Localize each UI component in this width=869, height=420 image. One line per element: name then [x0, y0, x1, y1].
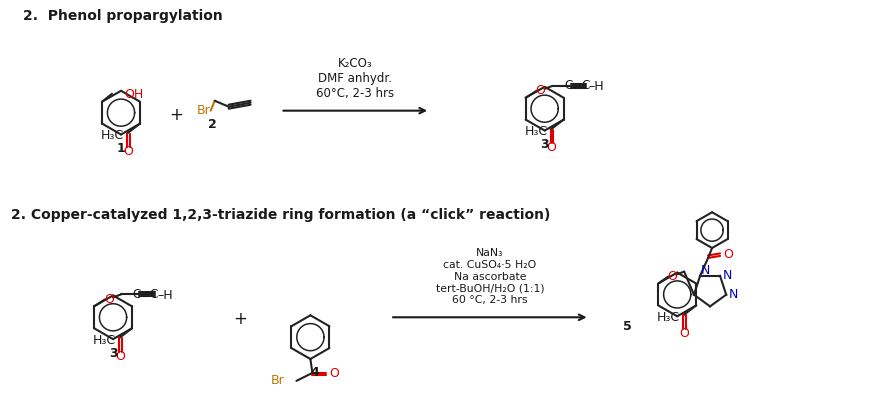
- Text: +: +: [169, 106, 182, 123]
- Text: 1: 1: [116, 142, 125, 155]
- Text: N: N: [727, 288, 737, 301]
- Text: K₂CO₃
DMF anhydr.
60°C, 2-3 hrs: K₂CO₃ DMF anhydr. 60°C, 2-3 hrs: [315, 58, 394, 100]
- Text: NaN₃
cat. CuSO₄·5 H₂O
Na ascorbate
tert-BuOH/H₂O (1:1)
60 °C, 2-3 hrs: NaN₃ cat. CuSO₄·5 H₂O Na ascorbate tert-…: [435, 248, 543, 305]
- Text: +: +: [234, 310, 248, 328]
- Text: O: O: [546, 141, 556, 154]
- Text: 3: 3: [109, 346, 117, 360]
- Text: O: O: [667, 270, 676, 283]
- Text: N: N: [700, 264, 709, 277]
- Text: 2. Copper-catalyzed 1,2,3-triazide ring formation (a “click” reaction): 2. Copper-catalyzed 1,2,3-triazide ring …: [11, 208, 550, 222]
- Text: 2.  Phenol propargylation: 2. Phenol propargylation: [23, 9, 222, 23]
- Text: 3: 3: [540, 138, 548, 151]
- Text: H₃C: H₃C: [656, 311, 680, 324]
- Text: O: O: [123, 145, 133, 158]
- Text: 2: 2: [208, 118, 217, 131]
- Text: C≡C: C≡C: [564, 79, 590, 92]
- Text: O: O: [722, 249, 732, 261]
- Text: O: O: [535, 84, 545, 97]
- Text: O: O: [329, 368, 339, 381]
- Text: H₃C: H₃C: [524, 125, 547, 138]
- Text: O: O: [115, 349, 125, 362]
- Text: Br: Br: [196, 104, 210, 117]
- Text: N: N: [721, 269, 731, 282]
- Text: O: O: [679, 327, 688, 340]
- Text: C≡C: C≡C: [133, 288, 159, 301]
- Text: 4: 4: [309, 366, 318, 379]
- Text: Br: Br: [270, 374, 284, 387]
- Text: H₃C: H₃C: [93, 333, 116, 346]
- Text: –H: –H: [588, 80, 604, 93]
- Text: H₃C: H₃C: [101, 129, 124, 142]
- Text: –H: –H: [156, 289, 172, 302]
- Text: OH: OH: [123, 88, 143, 101]
- Text: O: O: [104, 293, 114, 306]
- Text: 5: 5: [622, 320, 631, 333]
